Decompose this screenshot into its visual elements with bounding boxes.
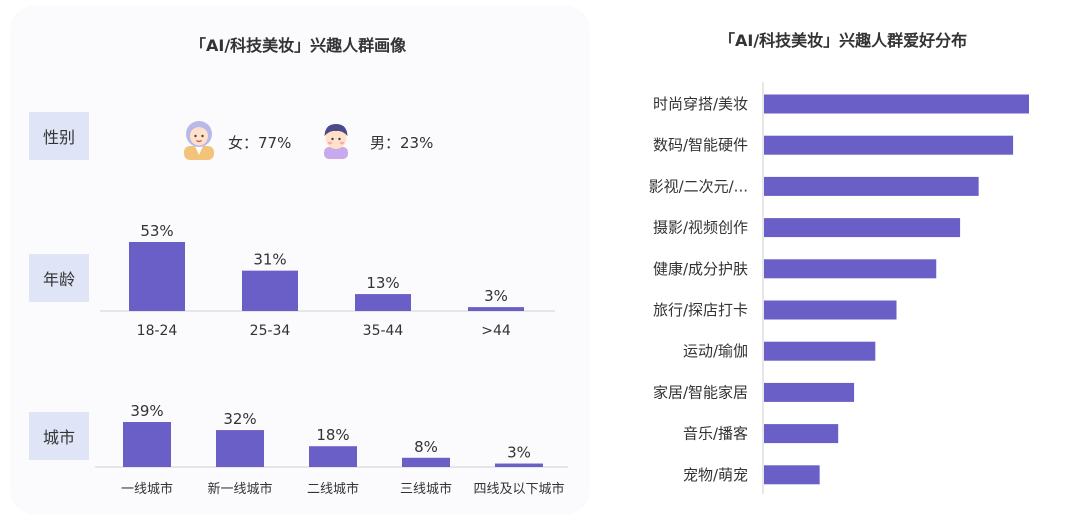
age-data-label: 31% bbox=[253, 251, 286, 269]
city-tick-label: 一线城市 bbox=[121, 481, 173, 497]
city-data-label: 39% bbox=[130, 402, 163, 420]
portrait-panel bbox=[10, 5, 590, 515]
male-avatar-icon bbox=[324, 124, 348, 159]
hobby-title: 「AI/科技美妆」兴趣人群爱好分布 bbox=[719, 31, 968, 50]
female-avatar-icon bbox=[184, 121, 214, 160]
city-data-label: 8% bbox=[414, 438, 438, 456]
age-bar bbox=[468, 307, 524, 311]
hobby-tick-label: 运动/瑜伽 bbox=[683, 342, 748, 360]
age-data-label: 53% bbox=[140, 222, 173, 240]
hobby-bar bbox=[764, 176, 979, 196]
city-tick-label: 二线城市 bbox=[307, 481, 359, 497]
age-data-label: 3% bbox=[484, 287, 508, 305]
age-tick-label: >44 bbox=[481, 323, 511, 339]
hobby-bar bbox=[764, 94, 1029, 114]
city-label: 城市 bbox=[29, 412, 89, 460]
hobby-tick-label: 摄影/视频创作 bbox=[653, 219, 748, 237]
city-bar bbox=[402, 457, 450, 467]
portrait-title: 「AI/科技美妆」兴趣人群画像 bbox=[190, 36, 407, 55]
city-tick-label: 三线城市 bbox=[400, 481, 452, 497]
city-data-label: 18% bbox=[316, 426, 349, 444]
city-bar bbox=[495, 463, 543, 467]
city-bar bbox=[216, 430, 264, 467]
city-data-label: 3% bbox=[507, 444, 531, 462]
hobby-tick-label: 数码/智能硬件 bbox=[653, 136, 748, 154]
hobby-tick-label: 旅行/探店打卡 bbox=[653, 301, 748, 319]
age-bar bbox=[355, 294, 411, 311]
hobby-bar bbox=[764, 465, 820, 485]
hobby-bar bbox=[764, 382, 855, 402]
hobby-bar bbox=[764, 341, 876, 361]
city-bar bbox=[309, 446, 357, 467]
hobby-tick-label: 宠物/萌宠 bbox=[683, 466, 748, 484]
gender-label: 性别 bbox=[29, 112, 89, 160]
hobby-tick-label: 家居/智能家居 bbox=[653, 383, 748, 401]
city-bar bbox=[123, 422, 171, 467]
age-tick-label: 25-34 bbox=[250, 323, 291, 339]
age-tick-label: 35-44 bbox=[363, 323, 404, 339]
city-tick-label: 四线及以下城市 bbox=[473, 481, 564, 497]
city-tick-label: 新一线城市 bbox=[207, 481, 272, 497]
age-tick-label: 18-24 bbox=[137, 323, 178, 339]
hobby-bar bbox=[764, 135, 1014, 155]
female-share: 女：77% bbox=[228, 134, 292, 152]
male-share: 男：23% bbox=[370, 134, 434, 152]
hobby-bar bbox=[764, 218, 961, 238]
hobby-tick-label: 影视/二次元/... bbox=[649, 177, 748, 195]
age-label: 年龄 bbox=[29, 254, 89, 302]
age-bar bbox=[242, 270, 298, 311]
hobby-tick-label: 音乐/播客 bbox=[683, 425, 748, 443]
hobby-bar bbox=[764, 300, 897, 320]
hobby-tick-label: 健康/成分护肤 bbox=[653, 260, 748, 278]
age-bar bbox=[129, 242, 185, 311]
hobby-bar bbox=[764, 259, 937, 279]
city-data-label: 32% bbox=[223, 410, 256, 428]
hobby-tick-label: 时尚穿搭/美妆 bbox=[653, 95, 748, 113]
hobby-bar bbox=[764, 424, 839, 444]
age-data-label: 13% bbox=[366, 274, 399, 292]
